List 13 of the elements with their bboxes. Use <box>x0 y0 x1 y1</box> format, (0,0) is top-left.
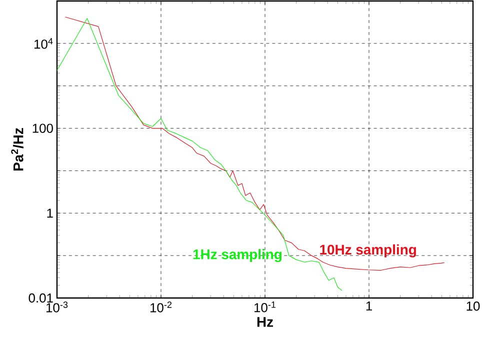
series-label: 1Hz sampling <box>193 249 282 262</box>
series-label: 10Hz sampling <box>320 244 416 258</box>
x-axis-title: Hz <box>257 317 274 327</box>
y-tick-label: 100 <box>32 124 53 133</box>
y-tick-label: 0.01 <box>28 293 53 303</box>
x-tick-label: 10 <box>466 302 480 311</box>
y-tick-label: 1 <box>47 208 53 218</box>
y-axis-title: Pa$^{2}$/Hz <box>11 128 24 171</box>
x-tick-label: 10$^{-2}$ <box>150 302 172 312</box>
y-tick-label: 10$^{4}$ <box>34 38 53 49</box>
x-tick-label: 1 <box>366 302 372 310</box>
x-tick-label: 10$^{-3}$ <box>46 302 68 312</box>
x-tick-label: 10$^{-1}$ <box>254 302 276 312</box>
